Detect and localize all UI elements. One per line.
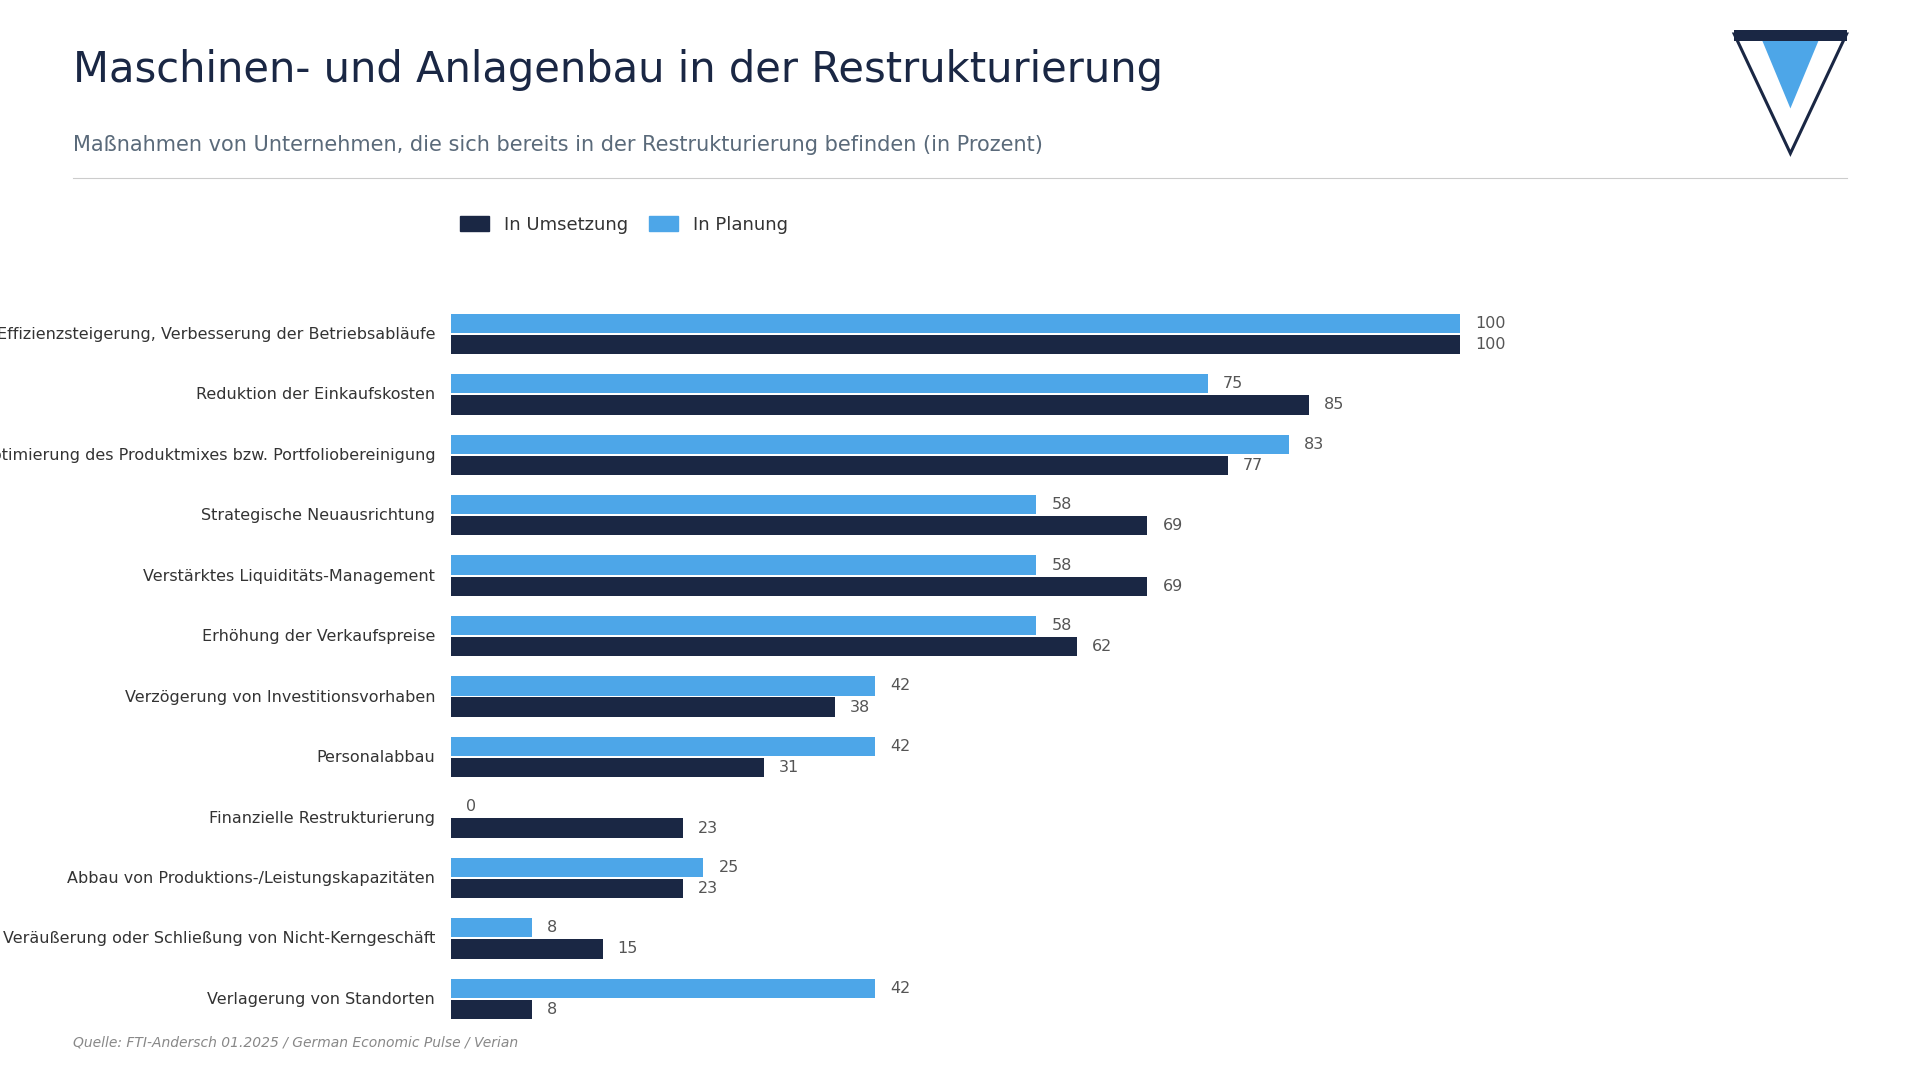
Text: 38: 38 [851, 700, 870, 715]
Text: 85: 85 [1323, 397, 1344, 413]
Text: 69: 69 [1162, 579, 1183, 594]
Text: 58: 58 [1052, 497, 1071, 512]
Text: Quelle: FTI-Andersch 01.2025 / German Economic Pulse / Verian: Quelle: FTI-Andersch 01.2025 / German Ec… [73, 1036, 518, 1050]
Bar [451, 456, 1229, 475]
Text: Maßnahmen von Unternehmen, die sich bereits in der Restrukturierung befinden (in: Maßnahmen von Unternehmen, die sich bere… [73, 135, 1043, 156]
Bar [1734, 30, 1847, 41]
Text: 8: 8 [547, 1002, 557, 1017]
Bar [451, 698, 835, 717]
Bar [451, 737, 876, 756]
Text: 100: 100 [1475, 315, 1505, 330]
Text: 58: 58 [1052, 618, 1071, 633]
Bar [451, 858, 703, 877]
Text: 75: 75 [1223, 376, 1242, 391]
Text: 15: 15 [618, 942, 637, 957]
Bar [451, 616, 1037, 635]
Bar [451, 758, 764, 778]
Text: 8: 8 [547, 920, 557, 935]
Text: 58: 58 [1052, 557, 1071, 572]
Bar [451, 577, 1148, 596]
Bar [451, 374, 1208, 393]
Text: Maschinen- und Anlagenbau in der Restrukturierung: Maschinen- und Anlagenbau in der Restruk… [73, 49, 1164, 91]
Bar [451, 434, 1288, 454]
Bar [451, 395, 1309, 415]
Bar [451, 918, 532, 937]
Text: 100: 100 [1475, 337, 1505, 352]
Text: 0: 0 [467, 799, 476, 814]
Bar [451, 495, 1037, 514]
Text: 69: 69 [1162, 518, 1183, 534]
Bar [451, 940, 603, 959]
Text: 31: 31 [780, 760, 799, 775]
Bar [451, 1000, 532, 1020]
Text: 62: 62 [1092, 639, 1112, 654]
Bar [451, 516, 1148, 536]
Text: 23: 23 [699, 821, 718, 836]
Bar [451, 313, 1459, 333]
Bar [451, 819, 684, 838]
Bar [451, 879, 684, 899]
Text: 83: 83 [1304, 436, 1325, 451]
Text: 25: 25 [718, 860, 739, 875]
Polygon shape [1759, 33, 1822, 108]
Text: 42: 42 [891, 739, 910, 754]
Text: 23: 23 [699, 881, 718, 896]
Bar [451, 555, 1037, 575]
Text: 77: 77 [1242, 458, 1263, 473]
Bar [451, 637, 1077, 657]
Bar [451, 978, 876, 998]
Text: 42: 42 [891, 678, 910, 693]
Bar [451, 676, 876, 696]
Legend: In Umsetzung, In Planung: In Umsetzung, In Planung [461, 216, 787, 234]
Bar [451, 335, 1459, 354]
Text: 42: 42 [891, 981, 910, 996]
